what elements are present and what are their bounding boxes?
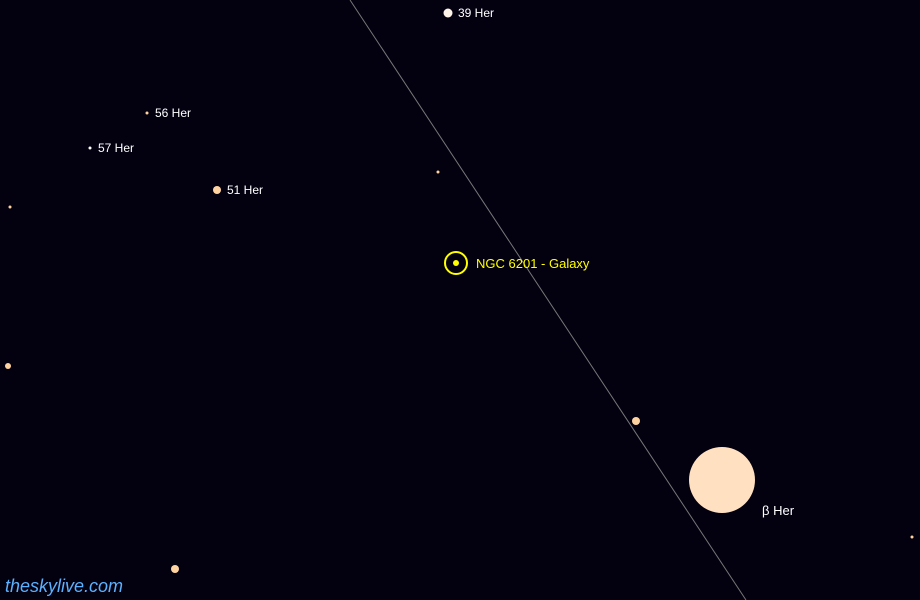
star-dot [89, 147, 92, 150]
ecliptic-line-segment [350, 0, 746, 600]
star-dot [444, 9, 453, 18]
star-dot [9, 206, 12, 209]
star-dot [689, 447, 755, 513]
star-label: 39 Her [458, 7, 494, 19]
star-label: β Her [762, 504, 794, 517]
star-dot [632, 417, 640, 425]
target-dot [453, 260, 459, 266]
star-dot [437, 171, 440, 174]
star-dot [171, 565, 179, 573]
star-label: 51 Her [227, 184, 263, 196]
star-chart: NGC 6201 - Galaxy 39 Her 56 Her 57 Her 51 H… [0, 0, 920, 600]
watermark: theskylive.com [5, 577, 123, 595]
star-label: 57 Her [98, 142, 134, 154]
target-label: NGC 6201 - Galaxy [476, 257, 589, 270]
star-dot [911, 536, 914, 539]
star-dot [146, 112, 149, 115]
star-label: 56 Her [155, 107, 191, 119]
star-dot [5, 363, 11, 369]
star-dot [213, 186, 221, 194]
